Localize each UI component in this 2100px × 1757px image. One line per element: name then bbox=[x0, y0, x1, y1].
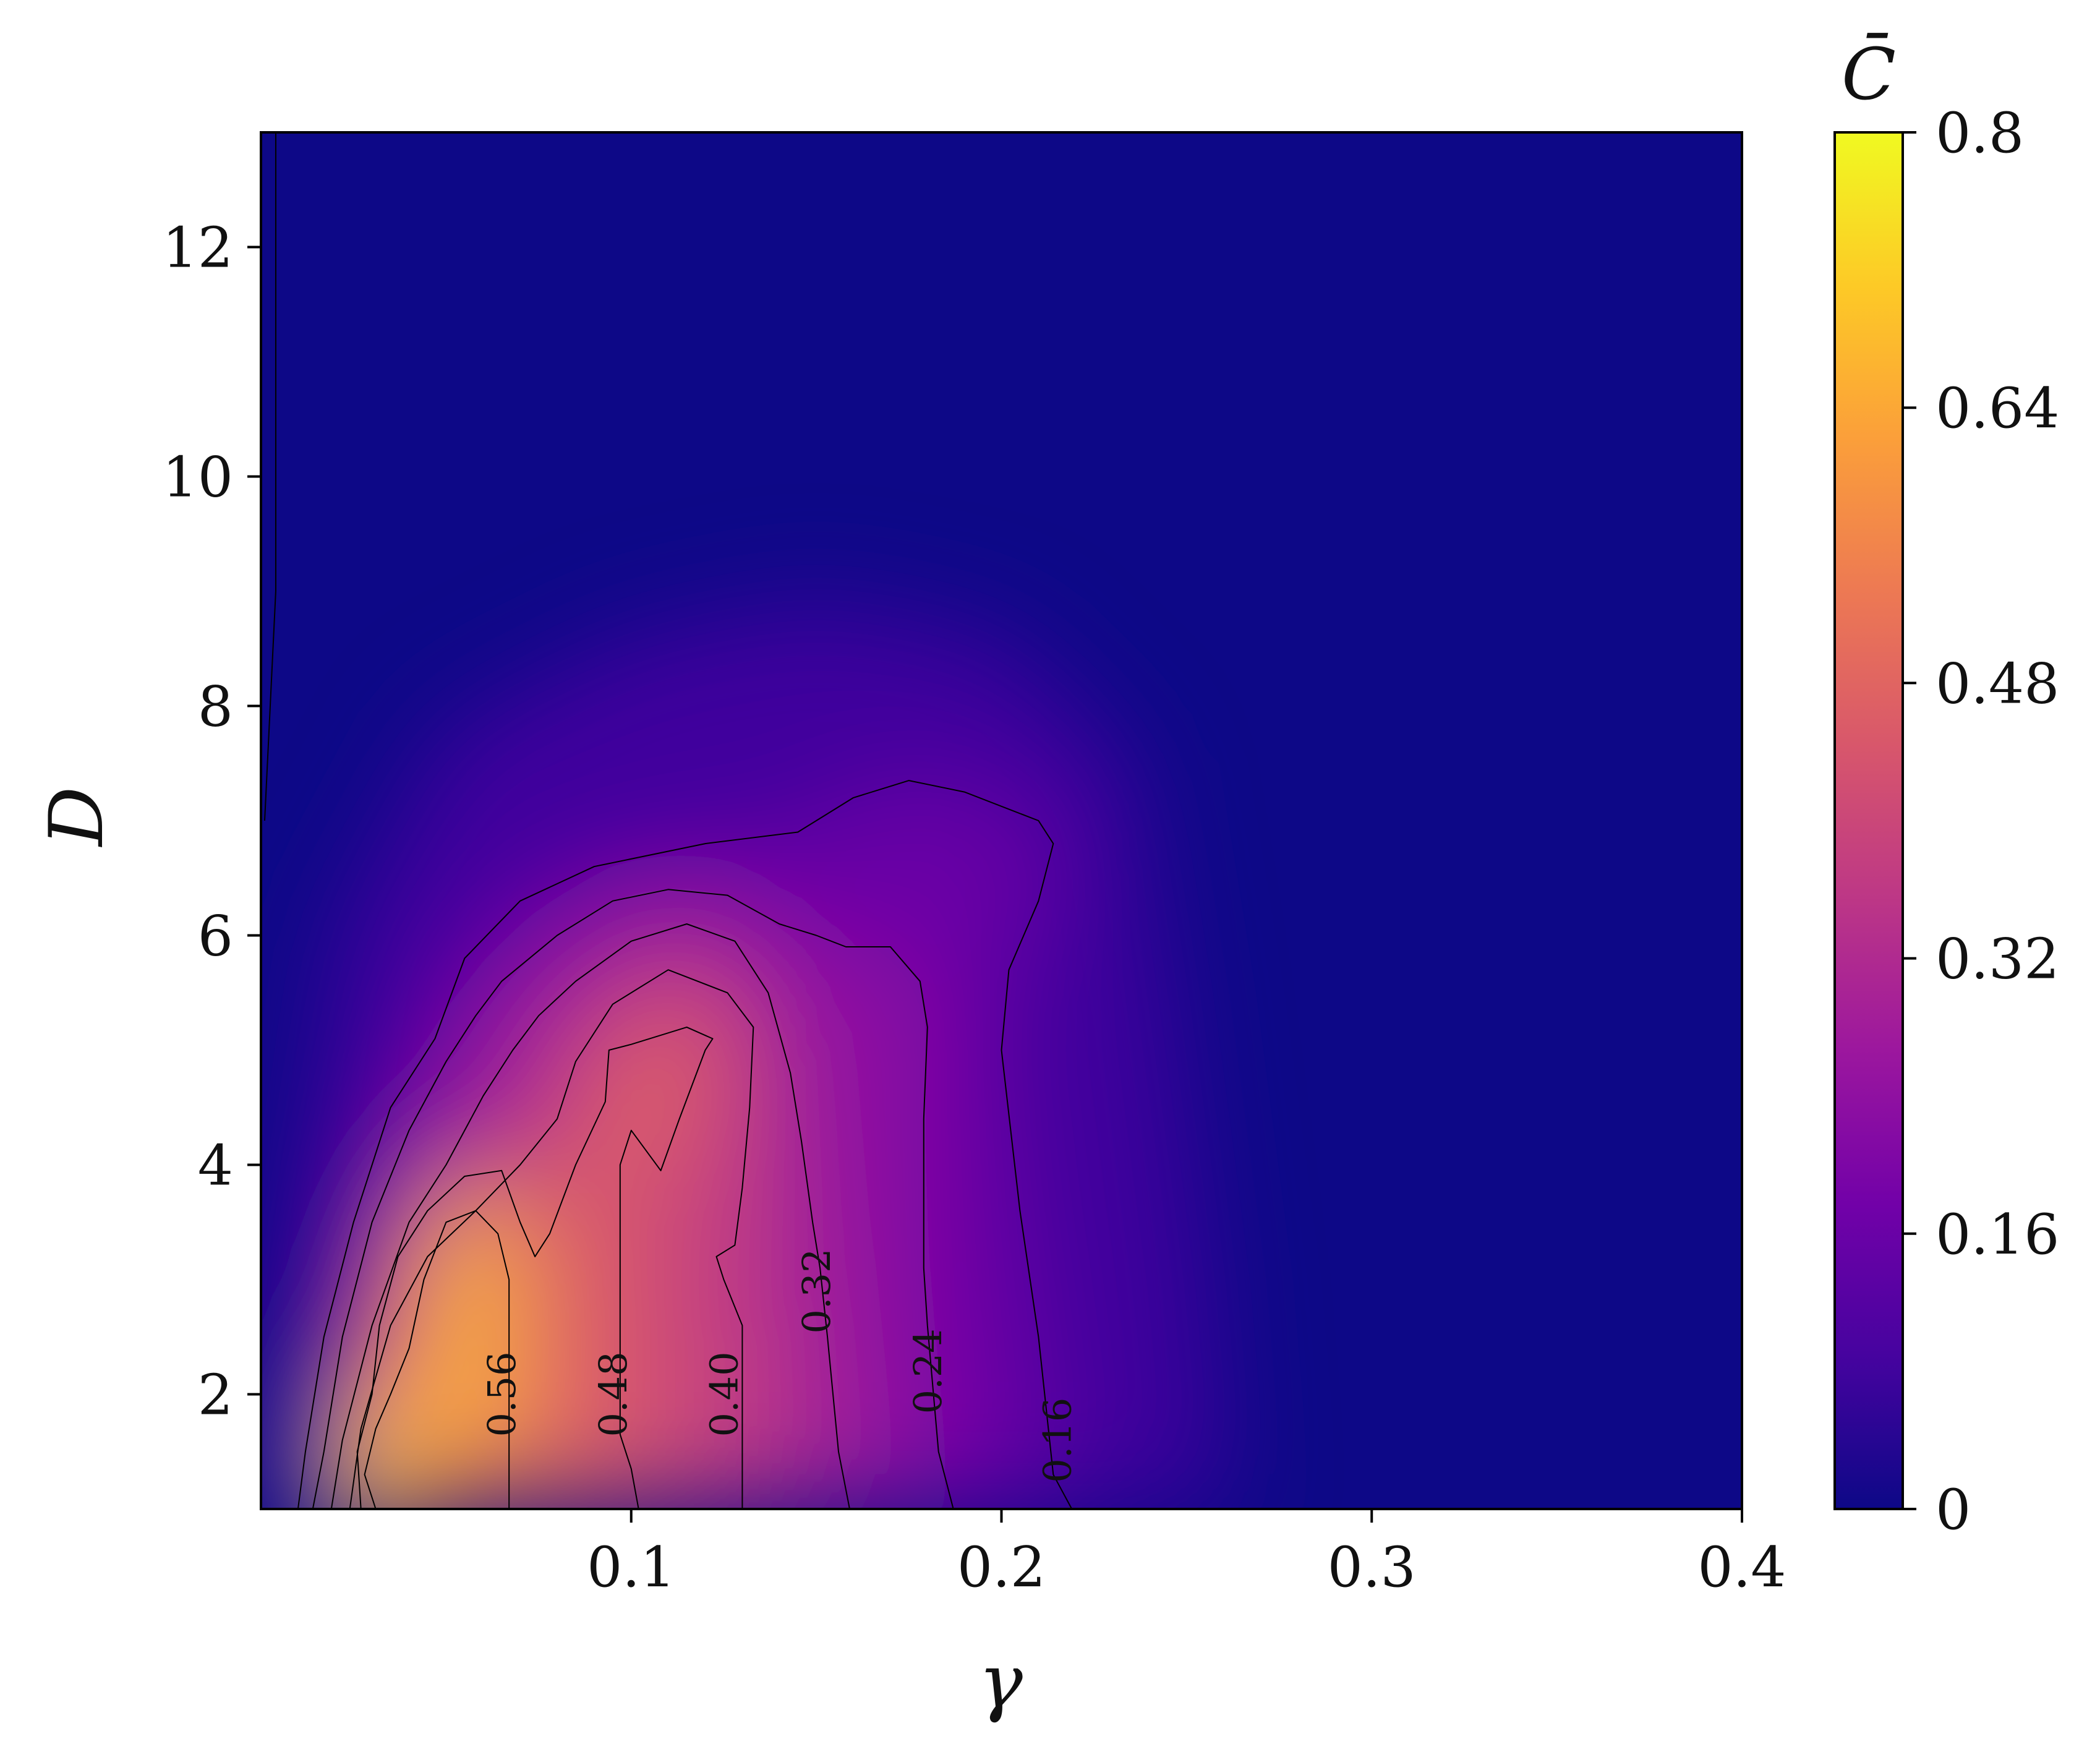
colorbar-tick-label: 0.32 bbox=[1936, 927, 2059, 992]
y-axis-label: D bbox=[34, 787, 120, 847]
contour-label-0.48: 0.48 bbox=[591, 1351, 636, 1437]
y-tick-label: 12 bbox=[162, 216, 233, 281]
contour-label-text: 0.40 bbox=[701, 1351, 746, 1437]
contour-label-text: 0.48 bbox=[591, 1351, 636, 1437]
contour-line-0.48 bbox=[356, 1026, 714, 1509]
x-axis-label: γ bbox=[978, 1639, 1023, 1725]
colorbar-tick-label: 0.16 bbox=[1936, 1202, 2059, 1267]
contour-line-0.32 bbox=[330, 923, 850, 1509]
colorbar-frame bbox=[1833, 131, 1904, 1510]
y-axis-ticks: 2 4 6 8 10 12 bbox=[162, 216, 261, 1428]
x-tick-label: 0.4 bbox=[1697, 1535, 1786, 1600]
fill-hotspot bbox=[442, 1183, 510, 1468]
x-tick-label: 0.3 bbox=[1328, 1535, 1416, 1600]
contour-label-text: 0.32 bbox=[794, 1249, 839, 1334]
contour-line-edge bbox=[263, 132, 276, 821]
colorbar-tick-label: 0.48 bbox=[1936, 651, 2059, 716]
fill-hotspot bbox=[344, 1382, 400, 1509]
colorbar-tick-label: 0 bbox=[1936, 1477, 1971, 1542]
y-tick-label: 2 bbox=[198, 1363, 233, 1428]
contour-line-0.56 bbox=[364, 1210, 510, 1509]
y-tick-label: 8 bbox=[198, 675, 233, 740]
colorbar-label: C̄ bbox=[1842, 33, 1896, 116]
colorbar-ticks: 0 0.16 0.32 0.48 0.64 0.8 bbox=[1903, 101, 2059, 1542]
x-tick-label: 0.2 bbox=[957, 1535, 1046, 1600]
contour-label-0.40: 0.40 bbox=[701, 1351, 746, 1437]
x-axis-ticks: 0.1 0.2 0.3 0.4 bbox=[587, 1509, 1786, 1600]
contour-label-text: 0.56 bbox=[479, 1351, 524, 1437]
colorbar-gradient bbox=[1835, 132, 1903, 1509]
x-tick-label: 0.1 bbox=[587, 1535, 675, 1600]
colorbar: 0 0.16 0.32 0.48 0.64 0.8 C̄ bbox=[1833, 33, 2059, 1542]
y-tick-label: 6 bbox=[198, 904, 233, 969]
plot-area bbox=[261, 132, 1742, 1509]
contour-line-0.16 bbox=[297, 780, 1073, 1509]
contour-label-0.16: 0.16 bbox=[1035, 1398, 1080, 1483]
contour-label-0.56: 0.56 bbox=[479, 1351, 524, 1437]
contour-label-0.24: 0.24 bbox=[905, 1328, 950, 1414]
contour-label-text: 0.16 bbox=[1035, 1398, 1080, 1483]
colorbar-tick-label: 0.64 bbox=[1936, 376, 2059, 441]
y-tick-label: 10 bbox=[162, 445, 233, 510]
colorbar-tick-label: 0.8 bbox=[1936, 101, 2024, 166]
contour-label-0.32: 0.32 bbox=[794, 1249, 839, 1334]
contour-label-text: 0.24 bbox=[905, 1328, 950, 1414]
y-tick-label: 4 bbox=[198, 1134, 233, 1199]
contour-lines bbox=[263, 132, 1073, 1509]
contour-labels: 0.16 0.24 0.32 0.40 0.48 0.56 bbox=[479, 1249, 1080, 1483]
contour-line-0.24 bbox=[312, 889, 954, 1509]
contour-line-0.40 bbox=[349, 969, 754, 1509]
